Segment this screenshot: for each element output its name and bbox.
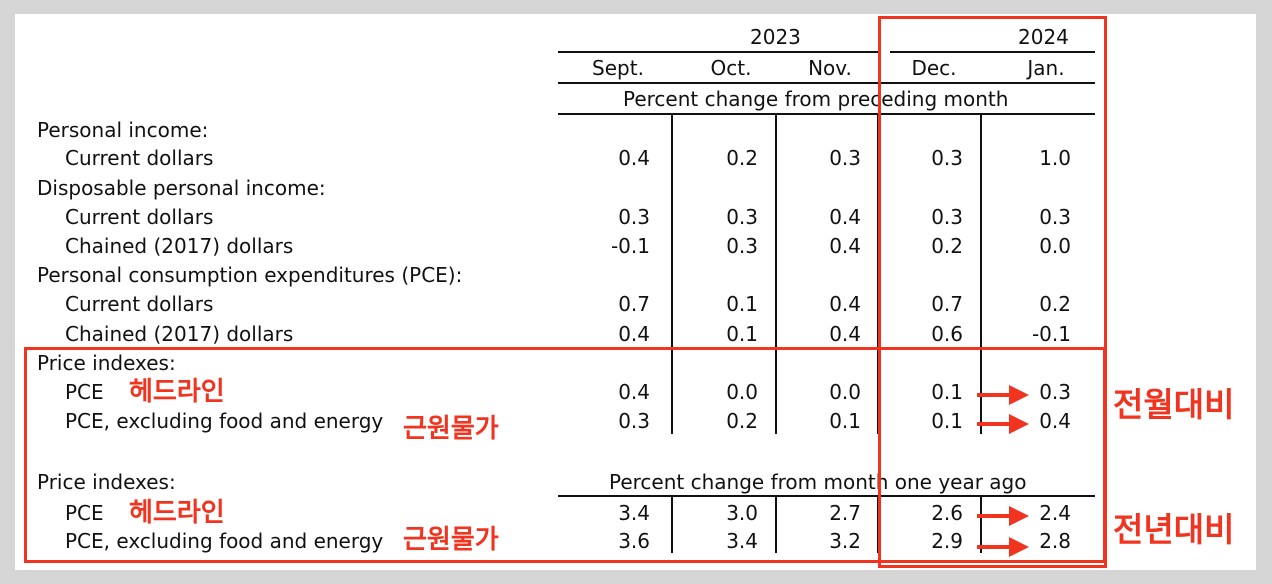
price-indexes-highlight-box [24,347,1106,563]
subheader-yearly-rule [558,495,1095,497]
row-label: PCE, excluding food and energy [65,529,384,553]
table-cell: 0.4 [829,205,861,229]
annotation-headline: 헤드라인 [129,498,225,528]
col-sep-2 [775,115,777,434]
col-sep-4 [980,115,982,434]
right-arrow-icon [977,414,1029,434]
table-cell: 2.9 [931,529,963,553]
row-personal-income: Personal income: [37,118,209,142]
annotation-core: 근원물가 [403,414,499,444]
row-label: Current dollars [65,205,214,229]
table-cell: 0.2 [726,409,758,433]
table-cell: 0.3 [1039,205,1071,229]
table-cell: 0.3 [618,409,650,433]
table-cell: 0.4 [829,322,861,346]
year-2024-rule [890,51,1095,53]
table-cell: 0.0 [726,380,758,404]
month-nov: Nov. [808,56,852,80]
table-cell: 0.3 [726,234,758,258]
table-cell: 0.2 [931,234,963,258]
row-label: Chained (2017) dollars [65,234,294,258]
table-panel: 2023 2024 Sept. Oct. Nov. Dec. Jan. Perc… [15,14,1256,570]
table-cell: 3.0 [726,501,758,525]
latest-columns-highlight-box [878,16,1107,568]
table-cell: 2.4 [1039,501,1071,525]
table-cell: 3.4 [618,501,650,525]
table-cell: 0.3 [829,146,861,170]
table-cell: 0.6 [931,322,963,346]
table-cell: 2.8 [1039,529,1071,553]
col-sep-1b [671,497,673,553]
table-cell: 0.1 [726,322,758,346]
table-cell: 0.3 [931,146,963,170]
table-cell: 0.4 [618,380,650,404]
table-cell: 0.2 [1039,292,1071,316]
table-cell: 0.0 [1039,234,1071,258]
table-cell: -0.1 [1031,322,1071,346]
table-cell: 0.2 [726,146,758,170]
table-cell: 0.1 [726,292,758,316]
subheader-rule [558,113,1095,115]
row-label: PCE [65,501,104,525]
table-cell: 0.1 [931,409,963,433]
table-cell: 2.7 [829,501,861,525]
table-cell: 3.2 [829,529,861,553]
row-label: Current dollars [65,146,214,170]
year-2024: 2024 [1018,25,1069,49]
row-label: Current dollars [65,292,214,316]
table-cell: 0.3 [618,205,650,229]
col-sep-1 [671,115,673,434]
row-label: Chained (2017) dollars [65,322,294,346]
year-2023-rule [558,51,881,53]
row-pce-header: Personal consumption expenditures (PCE): [37,263,463,287]
table-cell: 0.4 [1039,409,1071,433]
month-sept: Sept. [592,56,644,80]
subheader-monthly: Percent change from preceding month [623,87,1009,111]
table-cell: 0.3 [726,205,758,229]
table-cell: 0.1 [931,380,963,404]
month-jan: Jan. [1027,56,1065,80]
table-cell: 0.7 [931,292,963,316]
annotation-headline: 헤드라인 [129,377,225,407]
table-cell: 0.3 [1039,380,1071,404]
right-arrow-icon [977,506,1029,526]
annotation-yoy: 전년대비 [1113,510,1235,549]
table-cell: 1.0 [1039,146,1071,170]
year-2023: 2023 [750,25,801,49]
col-sep-4b [980,497,982,553]
right-arrow-icon [977,385,1029,405]
row-price-indexes: Price indexes: [37,470,176,494]
row-price-indexes: Price indexes: [37,351,176,375]
col-sep-2b [775,497,777,553]
table-cell: 0.4 [829,292,861,316]
table-cell: 0.4 [618,322,650,346]
table-cell: 0.7 [618,292,650,316]
annotation-mom: 전월대비 [1113,385,1235,424]
table-cell: -0.1 [610,234,650,258]
table-cell: 3.6 [618,529,650,553]
table-cell: 0.4 [829,234,861,258]
table-cell: 0.1 [829,409,861,433]
subheader-yearly: Percent change from month one year ago [609,470,1027,494]
table-cell: 3.4 [726,529,758,553]
annotation-core: 근원물가 [403,525,499,555]
table-cell: 2.6 [931,501,963,525]
month-rule [558,82,1095,84]
right-arrow-icon [977,537,1029,557]
table-cell: 0.4 [618,146,650,170]
table-cell: 0.0 [829,380,861,404]
row-label: PCE, excluding food and energy [65,409,384,433]
table-cell: 0.3 [931,205,963,229]
row-label: PCE [65,380,104,404]
month-oct: Oct. [710,56,752,80]
month-dec: Dec. [911,56,957,80]
row-disposable-income: Disposable personal income: [37,176,326,200]
